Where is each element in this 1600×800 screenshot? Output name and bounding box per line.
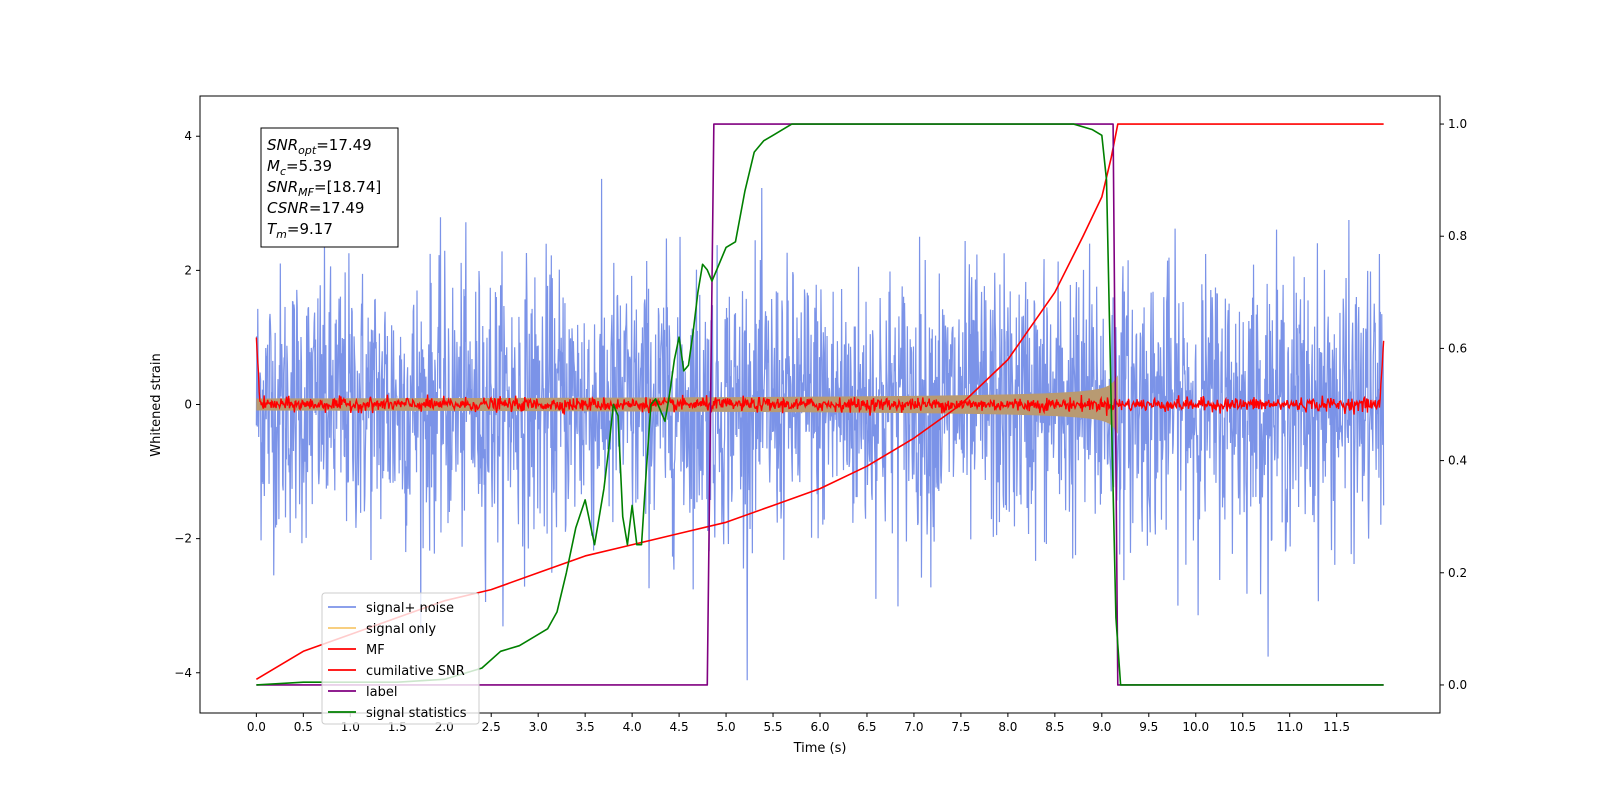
annotation-sub: opt [298, 144, 317, 157]
x-tick-label: 5.0 [717, 720, 736, 734]
annotation-main: CSNR [267, 199, 309, 217]
x-tick-label: 8.5 [1045, 720, 1064, 734]
y2-tick-label: 0.6 [1448, 341, 1467, 355]
y-tick-label: 2 [184, 263, 192, 277]
x-tick-label: 2.5 [482, 720, 501, 734]
x-tick-label: 8.0 [998, 720, 1017, 734]
annotation-main: SNR [267, 178, 298, 196]
annotation-sub: m [276, 228, 287, 241]
annotation-line: CSNR=17.49 [267, 199, 364, 217]
y-tick-label: 0 [184, 398, 192, 412]
legend-frame [321, 592, 480, 725]
x-tick-label: 5.5 [763, 720, 782, 734]
annotation-value: =17.49 [309, 199, 365, 217]
annotation-value: =9.17 [287, 220, 333, 238]
legend-entry: MF [366, 643, 385, 658]
x-tick-label: 10.0 [1182, 720, 1209, 734]
annotation-sub: MF [298, 186, 314, 199]
x-tick-label: 4.0 [623, 720, 642, 734]
annotation-line: SNRopt=17.49 [267, 136, 372, 157]
annotation-line: SNRMF=[18.74] [267, 178, 381, 199]
legend-entry: signal+ noise [366, 601, 454, 616]
x-tick-label: 11.0 [1276, 720, 1303, 734]
y-tick-label: −2 [174, 532, 192, 546]
y-axis-right: 0.0 0.2 0.4 0.6 0.8 1.0 [1440, 117, 1467, 692]
y-axis-label: Whitened strain [149, 353, 164, 456]
annotation-frame [260, 127, 399, 248]
y2-tick-label: 0.4 [1448, 454, 1467, 468]
legend-entry: signal only [366, 622, 436, 637]
legend-entry: signal statistics [366, 706, 467, 721]
annotation-line: Tm=9.17 [267, 220, 333, 241]
series-mf [255, 337, 1385, 416]
y-axis-left: −4 −2 0 2 4 [174, 129, 200, 680]
x-tick-label: 3.0 [529, 720, 548, 734]
x-tick-label: 9.0 [1092, 720, 1111, 734]
legend-entry: label [366, 685, 397, 700]
x-tick-label: 6.5 [857, 720, 876, 734]
y2-tick-label: 0.0 [1448, 678, 1467, 692]
y2-tick-label: 0.8 [1448, 229, 1467, 243]
x-tick-label: 4.5 [670, 720, 689, 734]
y2-tick-label: 0.2 [1448, 566, 1467, 580]
x-tick-label: 0.5 [294, 720, 313, 734]
y2-tick-label: 1.0 [1448, 117, 1467, 131]
x-tick-label: 7.5 [951, 720, 970, 734]
y-tick-label: −4 [174, 666, 192, 680]
annotation-line: Mc=5.39 [267, 157, 332, 178]
annotation-main: M [267, 157, 280, 175]
series-signal-only [256, 375, 1118, 434]
x-tick-label: 10.5 [1229, 720, 1256, 734]
x-axis: 0.0 0.5 1.0 1.5 2.0 2.5 3.0 3.5 4.0 4.5 5.0 5.5 6.0 6… [247, 713, 1350, 734]
legend: signal+ noise signal only MF cumilative SNR… [321, 592, 480, 725]
x-tick-label: 6.0 [810, 720, 829, 734]
annotation-box: SNRopt=17.49Mc=5.39SNRMF=[18.74]CSNR=17.… [260, 127, 399, 248]
x-tick-label: 11.5 [1323, 720, 1350, 734]
y-tick-label: 4 [184, 129, 192, 143]
x-tick-label: 9.5 [1139, 720, 1158, 734]
annotation-value: =5.39 [286, 157, 332, 175]
x-tick-label: 0.0 [247, 720, 266, 734]
x-axis-label: Time (s) [793, 741, 847, 756]
annotation-sub: c [280, 165, 286, 178]
annotation-main: T [267, 220, 278, 238]
x-tick-label: 7.0 [904, 720, 923, 734]
annotation-value: =[18.74] [314, 178, 381, 196]
x-tick-label: 3.5 [576, 720, 595, 734]
series-signal-statistics [256, 123, 1384, 686]
annotation-main: SNR [267, 136, 298, 154]
annotation-value: =17.49 [316, 136, 372, 154]
legend-entry: cumilative SNR [366, 664, 465, 679]
